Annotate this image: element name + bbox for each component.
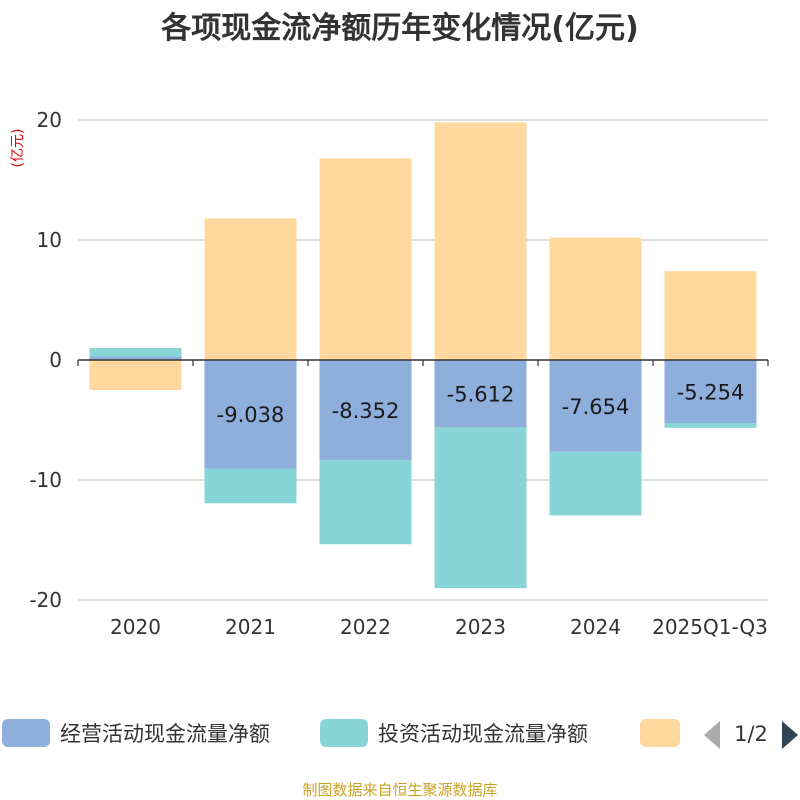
data-label: -5.612 — [447, 383, 515, 407]
y-axis-ticks: -20 -10 0 10 20 — [29, 108, 62, 612]
x-tick-label: 2021 — [225, 615, 276, 639]
x-tick-label: 2025Q1-Q3 — [652, 615, 768, 639]
x-axis-ticks: 2020 2021 2022 2023 2024 2025Q1-Q3 — [110, 615, 768, 639]
x-tick-label: 2023 — [455, 615, 506, 639]
data-label: -8.352 — [332, 399, 400, 423]
data-label: -5.254 — [677, 381, 745, 405]
bar-operating[interactable] — [664, 360, 757, 424]
bar-investing[interactable] — [664, 423, 757, 428]
legend-swatch-operating[interactable] — [2, 719, 50, 747]
legend-label-operating[interactable]: 经营活动现金流量净额 — [60, 722, 270, 746]
bar-financing[interactable] — [89, 360, 182, 390]
grid-lines — [78, 119, 768, 601]
bar-investing[interactable] — [319, 460, 412, 545]
y-tick-label: 0 — [49, 348, 62, 372]
y-tick-label: 20 — [37, 108, 62, 132]
bar-financing[interactable] — [434, 122, 527, 361]
legend-label-investing[interactable]: 投资活动现金流量净额 — [378, 722, 588, 746]
bar-financing[interactable] — [319, 158, 412, 360]
legend-swatch-investing[interactable] — [320, 719, 368, 747]
x-axis — [77, 359, 769, 366]
legend: 经营活动现金流量净额 投资活动现金流量净额 1/2 — [2, 719, 798, 749]
data-labels: -9.038 -8.352 -5.612 -7.654 -5.254 — [217, 381, 745, 428]
bar-investing[interactable] — [204, 468, 297, 504]
y-tick-label: 10 — [37, 228, 62, 252]
y-tick-label: -20 — [29, 588, 62, 612]
legend-swatch-financing[interactable] — [640, 719, 680, 747]
bar-financing[interactable] — [664, 271, 757, 360]
bar-financing[interactable] — [549, 237, 642, 360]
bar-operating[interactable] — [204, 360, 297, 469]
data-label: -7.654 — [562, 395, 630, 419]
x-tick-label: 2020 — [110, 615, 161, 639]
bar-operating[interactable] — [549, 360, 642, 452]
bar-financing[interactable] — [204, 218, 297, 360]
bars — [89, 122, 757, 589]
data-label: -9.038 — [217, 403, 285, 427]
source-note: 制图数据来自恒生聚源数据库 — [302, 781, 497, 799]
bar-operating[interactable] — [89, 356, 182, 360]
bar-operating[interactable] — [434, 360, 527, 428]
bar-investing[interactable] — [549, 451, 642, 516]
legend-page-indicator: 1/2 — [734, 722, 768, 746]
chart-title: 各项现金流净额历年变化情况(亿元) — [160, 11, 638, 46]
bar-investing[interactable] — [89, 348, 182, 357]
y-tick-label: -10 — [29, 468, 62, 492]
x-tick-label: 2022 — [340, 615, 391, 639]
legend-prev-page-icon[interactable] — [704, 721, 720, 749]
y-axis-unit-label: (亿元) — [10, 129, 26, 168]
legend-next-page-icon[interactable] — [782, 721, 798, 749]
bar-operating[interactable] — [319, 360, 412, 461]
x-tick-label: 2024 — [570, 615, 621, 639]
bar-investing[interactable] — [434, 427, 527, 589]
